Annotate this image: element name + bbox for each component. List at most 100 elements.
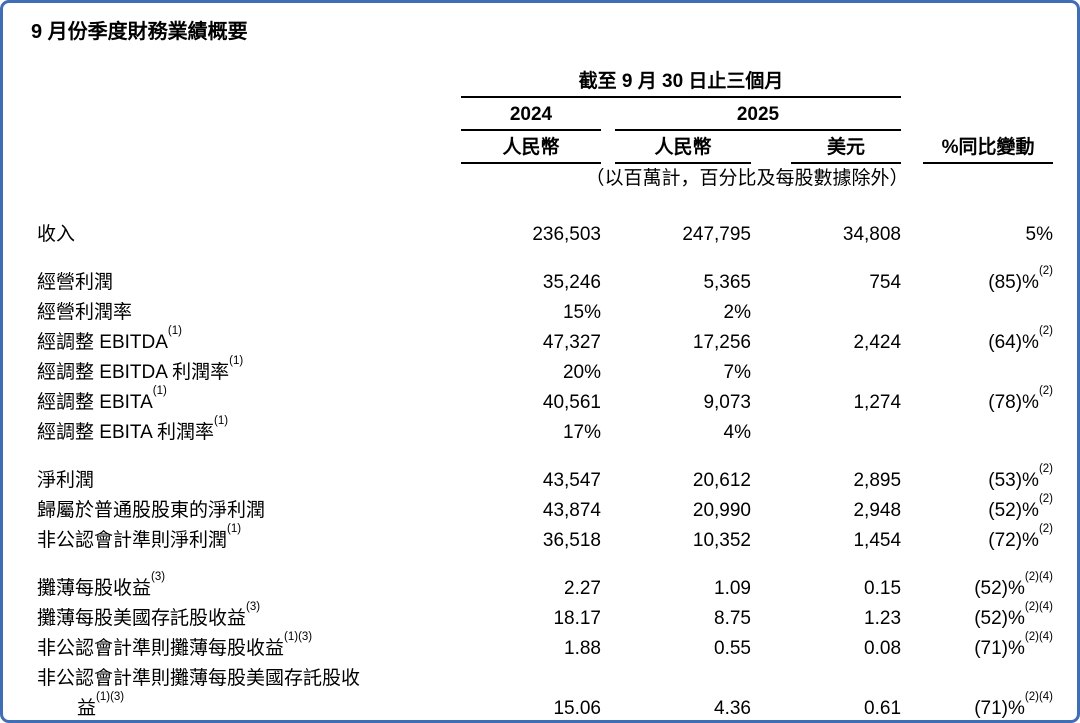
cell-rmb-2025: 7% bbox=[601, 358, 751, 388]
row-label-line2-text: 益 bbox=[77, 698, 97, 719]
cell-rmb-2024: 36,518 bbox=[441, 526, 601, 556]
table-row: 非公認會計準則攤薄每股收益(1)(3) 1.88 0.55 0.08 (71)%… bbox=[37, 630, 1054, 664]
value-usd-2025: 1,274 bbox=[853, 392, 902, 413]
row-label-superscript: (3) bbox=[151, 570, 166, 583]
row-label: 經調整 EBITA(1) bbox=[37, 385, 441, 418]
value-usd-2025: 0.15 bbox=[864, 578, 902, 599]
value-yoy: (71)% bbox=[974, 638, 1025, 659]
row-label-superscript: (1) bbox=[167, 324, 182, 337]
cell-yoy: 5% bbox=[901, 220, 1053, 250]
row-label-text: 經營利潤率 bbox=[37, 302, 133, 323]
cell-yoy: (71)%(2)(4) bbox=[901, 664, 1053, 720]
col-yoy-cell: %同比變動 bbox=[901, 131, 1054, 164]
value-yoy-superscript: (2)(4) bbox=[1024, 600, 1054, 613]
units-note: （以百萬計，百分比及每股數據除外） bbox=[585, 168, 909, 189]
cell-yoy: (71)%(2)(4) bbox=[901, 630, 1054, 664]
row-label-text: 經調整 EBITA bbox=[37, 392, 153, 413]
cell-rmb-2025: 247,795 bbox=[601, 220, 751, 250]
value-rmb-2025: 17,256 bbox=[692, 332, 751, 353]
table-row: 攤薄每股美國存託股收益(3) 18.17 8.75 1.23 (52)%(2)(… bbox=[37, 600, 1054, 634]
cell-rmb-2024: 40,561 bbox=[441, 388, 601, 418]
row-label-superscript: (1)(3) bbox=[284, 630, 313, 643]
row-label: 非公認會計準則攤薄每股收益(1)(3) bbox=[37, 630, 441, 664]
row-label-superscript: (3) bbox=[246, 600, 261, 613]
value-yoy-superscript: (2)(4) bbox=[1024, 570, 1054, 583]
value-rmb-2024: 43,874 bbox=[542, 500, 601, 521]
table-row: 經調整 EBITDA(1) 47,327 17,256 2,424 (64)%(… bbox=[37, 324, 1054, 358]
value-yoy: 5% bbox=[1025, 224, 1054, 245]
header-empty-cell bbox=[37, 164, 441, 220]
year-2024-cell: 2024 bbox=[441, 98, 601, 131]
cell-rmb-2024: 47,327 bbox=[441, 328, 601, 358]
row-label-text: 收入 bbox=[37, 224, 76, 245]
cell-rmb-2024: 17% bbox=[441, 418, 601, 448]
value-rmb-2025: 9,073 bbox=[703, 392, 751, 413]
period-header-row: 截至 9 月 30 日止三個月 bbox=[37, 65, 1053, 98]
value-rmb-2025: 7% bbox=[723, 362, 751, 383]
year-header-row: 2024 2025 bbox=[37, 98, 1053, 131]
row-label: 經營利潤率 bbox=[37, 298, 441, 328]
row-label-text: 歸屬於普通股股東的淨利潤 bbox=[37, 500, 266, 521]
cell-yoy: (52)%(2) bbox=[901, 493, 1053, 526]
table-row: 淨利潤 43,547 20,612 2,895 (53)%(2) bbox=[37, 462, 1054, 496]
table-row: 經調整 EBITA 利潤率(1) 17% 4% bbox=[37, 415, 1053, 448]
value-rmb-2024: 1.88 bbox=[564, 638, 601, 659]
table-row: 攤薄每股收益(3) 2.27 1.09 0.15 (52)%(2)(4) bbox=[37, 570, 1054, 604]
year-2024-label: 2024 bbox=[461, 103, 601, 131]
value-rmb-2024: 47,327 bbox=[542, 332, 601, 353]
value-yoy: (85)% bbox=[988, 272, 1039, 293]
cell-yoy bbox=[901, 298, 1053, 328]
col-usd-2025-label: 美元 bbox=[791, 136, 902, 164]
row-label: 非公認會計準則淨利潤(1) bbox=[37, 523, 441, 556]
value-rmb-2025: 20,990 bbox=[692, 500, 751, 521]
row-label-text: 經調整 EBITDA bbox=[37, 332, 168, 353]
value-rmb-2025: 0.55 bbox=[714, 638, 751, 659]
period-header-cell: 截至 9 月 30 日止三個月 bbox=[441, 65, 902, 98]
col-rmb-2025-cell: 人民幣 bbox=[601, 131, 751, 164]
year-2025-cell: 2025 bbox=[601, 98, 902, 131]
row-label: 經調整 EBITA 利潤率(1) bbox=[37, 415, 441, 448]
row-label-text: 攤薄每股收益 bbox=[37, 578, 152, 599]
col-yoy-label: %同比變動 bbox=[923, 136, 1054, 164]
row-label-text: 非公認會計準則攤薄每股收益 bbox=[37, 638, 285, 659]
cell-rmb-2025: 20,612 bbox=[601, 466, 751, 496]
row-label-superscript: (1) bbox=[229, 354, 244, 367]
header-empty-cell bbox=[37, 131, 441, 164]
value-rmb-2024: 35,246 bbox=[542, 272, 601, 293]
cell-yoy: (53)%(2) bbox=[901, 462, 1054, 496]
cell-usd-2025: 754 bbox=[751, 268, 901, 298]
cell-rmb-2024: 35,246 bbox=[441, 268, 601, 298]
row-label: 經營利潤 bbox=[37, 268, 441, 298]
cell-usd-2025: 2,948 bbox=[751, 496, 901, 526]
row-label-text: 經調整 EBITA 利潤率 bbox=[37, 422, 215, 443]
group-spacer-row bbox=[37, 250, 1053, 268]
row-label: 攤薄每股美國存託股收益(3) bbox=[37, 600, 441, 634]
value-yoy-superscript: (2) bbox=[1038, 462, 1054, 475]
cell-yoy: (78)%(2) bbox=[901, 385, 1053, 418]
row-label-text: 經營利潤 bbox=[37, 272, 114, 293]
value-rmb-2024: 15% bbox=[562, 302, 601, 323]
group-spacer-row bbox=[37, 556, 1053, 574]
cell-rmb-2025: 17,256 bbox=[601, 328, 751, 358]
value-rmb-2025: 4.36 bbox=[714, 698, 751, 719]
cell-usd-2025: 2,895 bbox=[751, 466, 901, 496]
header-empty-cell bbox=[901, 65, 1053, 98]
cell-usd-2025: 1.23 bbox=[751, 604, 901, 634]
value-yoy: (52)% bbox=[974, 608, 1025, 629]
value-rmb-2025: 247,795 bbox=[682, 224, 751, 245]
cell-usd-2025 bbox=[751, 418, 901, 448]
cell-usd-2025: 0.61 bbox=[751, 664, 901, 720]
col-usd-2025-cell: 美元 bbox=[751, 131, 902, 164]
value-yoy-superscript: (2)(4) bbox=[1024, 630, 1054, 643]
value-rmb-2024: 17% bbox=[562, 422, 601, 443]
cell-rmb-2024: 43,874 bbox=[441, 496, 601, 526]
table-row: 經調整 EBITA(1) 40,561 9,073 1,274 (78)%(2) bbox=[37, 385, 1053, 418]
value-yoy-superscript: (2) bbox=[1038, 324, 1054, 337]
cell-yoy: (64)%(2) bbox=[901, 324, 1054, 358]
value-yoy: (52)% bbox=[988, 500, 1039, 521]
table-row: 收入 236,503 247,795 34,808 5% bbox=[37, 220, 1053, 250]
units-note-row: （以百萬計，百分比及每股數據除外） bbox=[37, 164, 1053, 220]
cell-usd-2025: 2,424 bbox=[751, 328, 901, 358]
value-rmb-2025: 8.75 bbox=[714, 608, 751, 629]
